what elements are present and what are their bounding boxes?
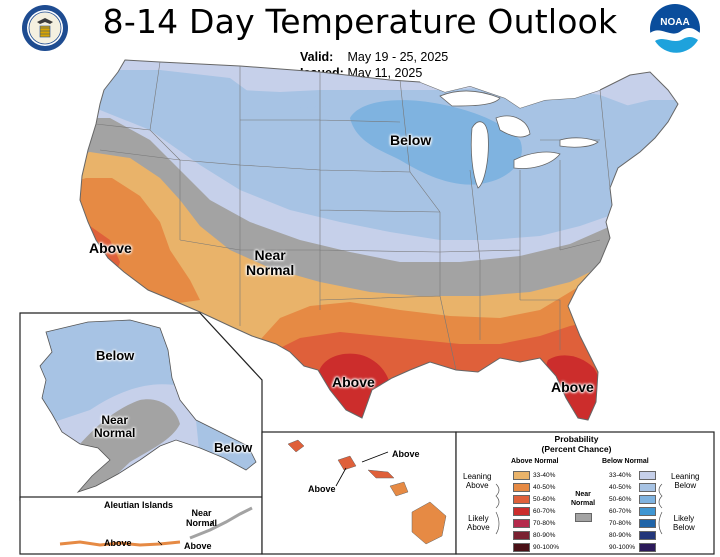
legend-above-range: 90-100% — [533, 544, 560, 551]
aleutian-label-above-left: Above — [104, 538, 132, 548]
legend-above-swatch — [513, 471, 530, 480]
legend-likely-above: Likely Above — [467, 514, 490, 532]
noaa-logo-text: NOAA — [660, 17, 689, 28]
legend-above-swatch — [513, 507, 530, 516]
conus-label-above-florida: Above — [551, 379, 594, 395]
hawaii-label-above-top: Above — [392, 449, 420, 459]
alaska-label-below-north: Below — [96, 348, 135, 363]
aleutian-title: Aleutian Islands — [104, 500, 174, 510]
legend-likely-above-1: Likely — [468, 514, 489, 523]
legend-above-swatch — [513, 495, 530, 504]
aleutian-label-above-right: Above — [184, 541, 212, 551]
legend-below-header: Below Normal — [602, 458, 649, 465]
commerce-seal-logo — [22, 5, 68, 51]
legend-near-normal: Near Normal — [571, 490, 595, 508]
legend-near-swatch — [575, 513, 592, 522]
legend-below-swatch — [639, 519, 656, 528]
alaska-label-normal: Normal — [94, 426, 136, 440]
legend-likely-above-2: Above — [467, 523, 490, 532]
legend-leaning-below-1: Leaning — [671, 472, 700, 481]
conus-label-below: Below — [390, 132, 432, 148]
legend-near-1: Near — [575, 491, 591, 498]
legend-below-range: 50-60% — [609, 496, 632, 503]
legend-leaning-below: Leaning Below — [671, 472, 699, 490]
legend-leaning-above-2: Above — [465, 481, 489, 490]
legend-above-range: 60-70% — [533, 508, 556, 515]
legend-below-swatch — [639, 543, 656, 552]
legend-title-line1: Probability — [554, 434, 599, 444]
hawaii-islands — [287, 439, 447, 545]
alaska-label-below-southeast: Below — [214, 440, 253, 455]
legend-likely-below: Likely Below — [673, 514, 695, 532]
legend-title: Probability (Percent Chance) — [519, 434, 634, 454]
legend-below-range: 60-70% — [609, 508, 632, 515]
great-lakes — [439, 90, 599, 189]
legend-likely-below-2: Below — [673, 523, 695, 532]
legend-leaning-below-2: Below — [674, 481, 697, 490]
issued-value: May 11, 2025 — [347, 66, 423, 80]
legend-below-range: 70-80% — [609, 520, 632, 527]
aleutian-label-normal: Normal — [186, 518, 218, 528]
legend-below-range: 33-40% — [609, 472, 632, 479]
noaa-logo: NOAA — [650, 4, 700, 55]
alaska-outline — [39, 319, 257, 493]
legend-above-range: 50-60% — [533, 496, 556, 503]
valid-value: May 19 - 25, 2025 — [347, 50, 449, 64]
legend-above-swatch — [513, 543, 530, 552]
conus-label-normal: Normal — [246, 262, 295, 278]
conus-label-above-texas: Above — [332, 374, 375, 390]
legend-above-range: 80-90% — [533, 532, 556, 539]
legend-below-range: 80-90% — [609, 532, 632, 539]
legend-above-header: Above Normal — [511, 458, 559, 465]
legend-leaning-above: Leaning Above — [463, 472, 491, 490]
state-boundaries — [95, 61, 611, 371]
aleutian-label-near: Near — [191, 508, 212, 518]
aleutian-label-near-normal: Near Normal — [186, 508, 217, 528]
legend-below-swatch — [639, 495, 656, 504]
legend-above-range: 33-40% — [533, 472, 556, 479]
legend-below-range: 90-100% — [609, 544, 636, 551]
page-title: 8-14 Day Temperature Outlook — [102, 2, 618, 41]
valid-label: Valid: — [300, 50, 334, 64]
hawaii-label-above-bottom: Above — [308, 484, 336, 494]
legend-below-range: 40-50% — [609, 484, 632, 491]
conus-label-near-normal: Near Normal — [246, 248, 294, 278]
alaska-label-near-normal: Near Normal — [94, 414, 135, 440]
conus-outline — [79, 59, 679, 421]
legend-above-range: 70-80% — [533, 520, 556, 527]
alaska-label-near: Near — [101, 413, 129, 427]
legend-above-swatch — [513, 483, 530, 492]
legend-below-swatch — [639, 531, 656, 540]
legend-above-swatch — [513, 519, 530, 528]
legend-below-swatch — [639, 483, 656, 492]
legend-title-line2: (Percent Chance) — [541, 444, 612, 454]
legend-frame — [455, 431, 715, 555]
probability-legend: Probability (Percent Chance) Above Norma… — [459, 434, 711, 554]
legend-below-swatch — [639, 507, 656, 516]
legend-near-2: Normal — [571, 500, 596, 507]
legend-above-range: 40-50% — [533, 484, 556, 491]
legend-above-swatch — [513, 531, 530, 540]
conus-label-near: Near — [254, 247, 286, 263]
aleutian-pointer-lines — [157, 519, 215, 546]
aleutian-islands — [59, 506, 253, 547]
legend-likely-below-1: Likely — [673, 514, 695, 523]
legend-leaning-above-1: Leaning — [463, 472, 492, 481]
legend-below-swatch — [639, 471, 656, 480]
hawaii-pointer-lines — [335, 451, 389, 487]
conus-label-above-west: Above — [89, 240, 132, 256]
